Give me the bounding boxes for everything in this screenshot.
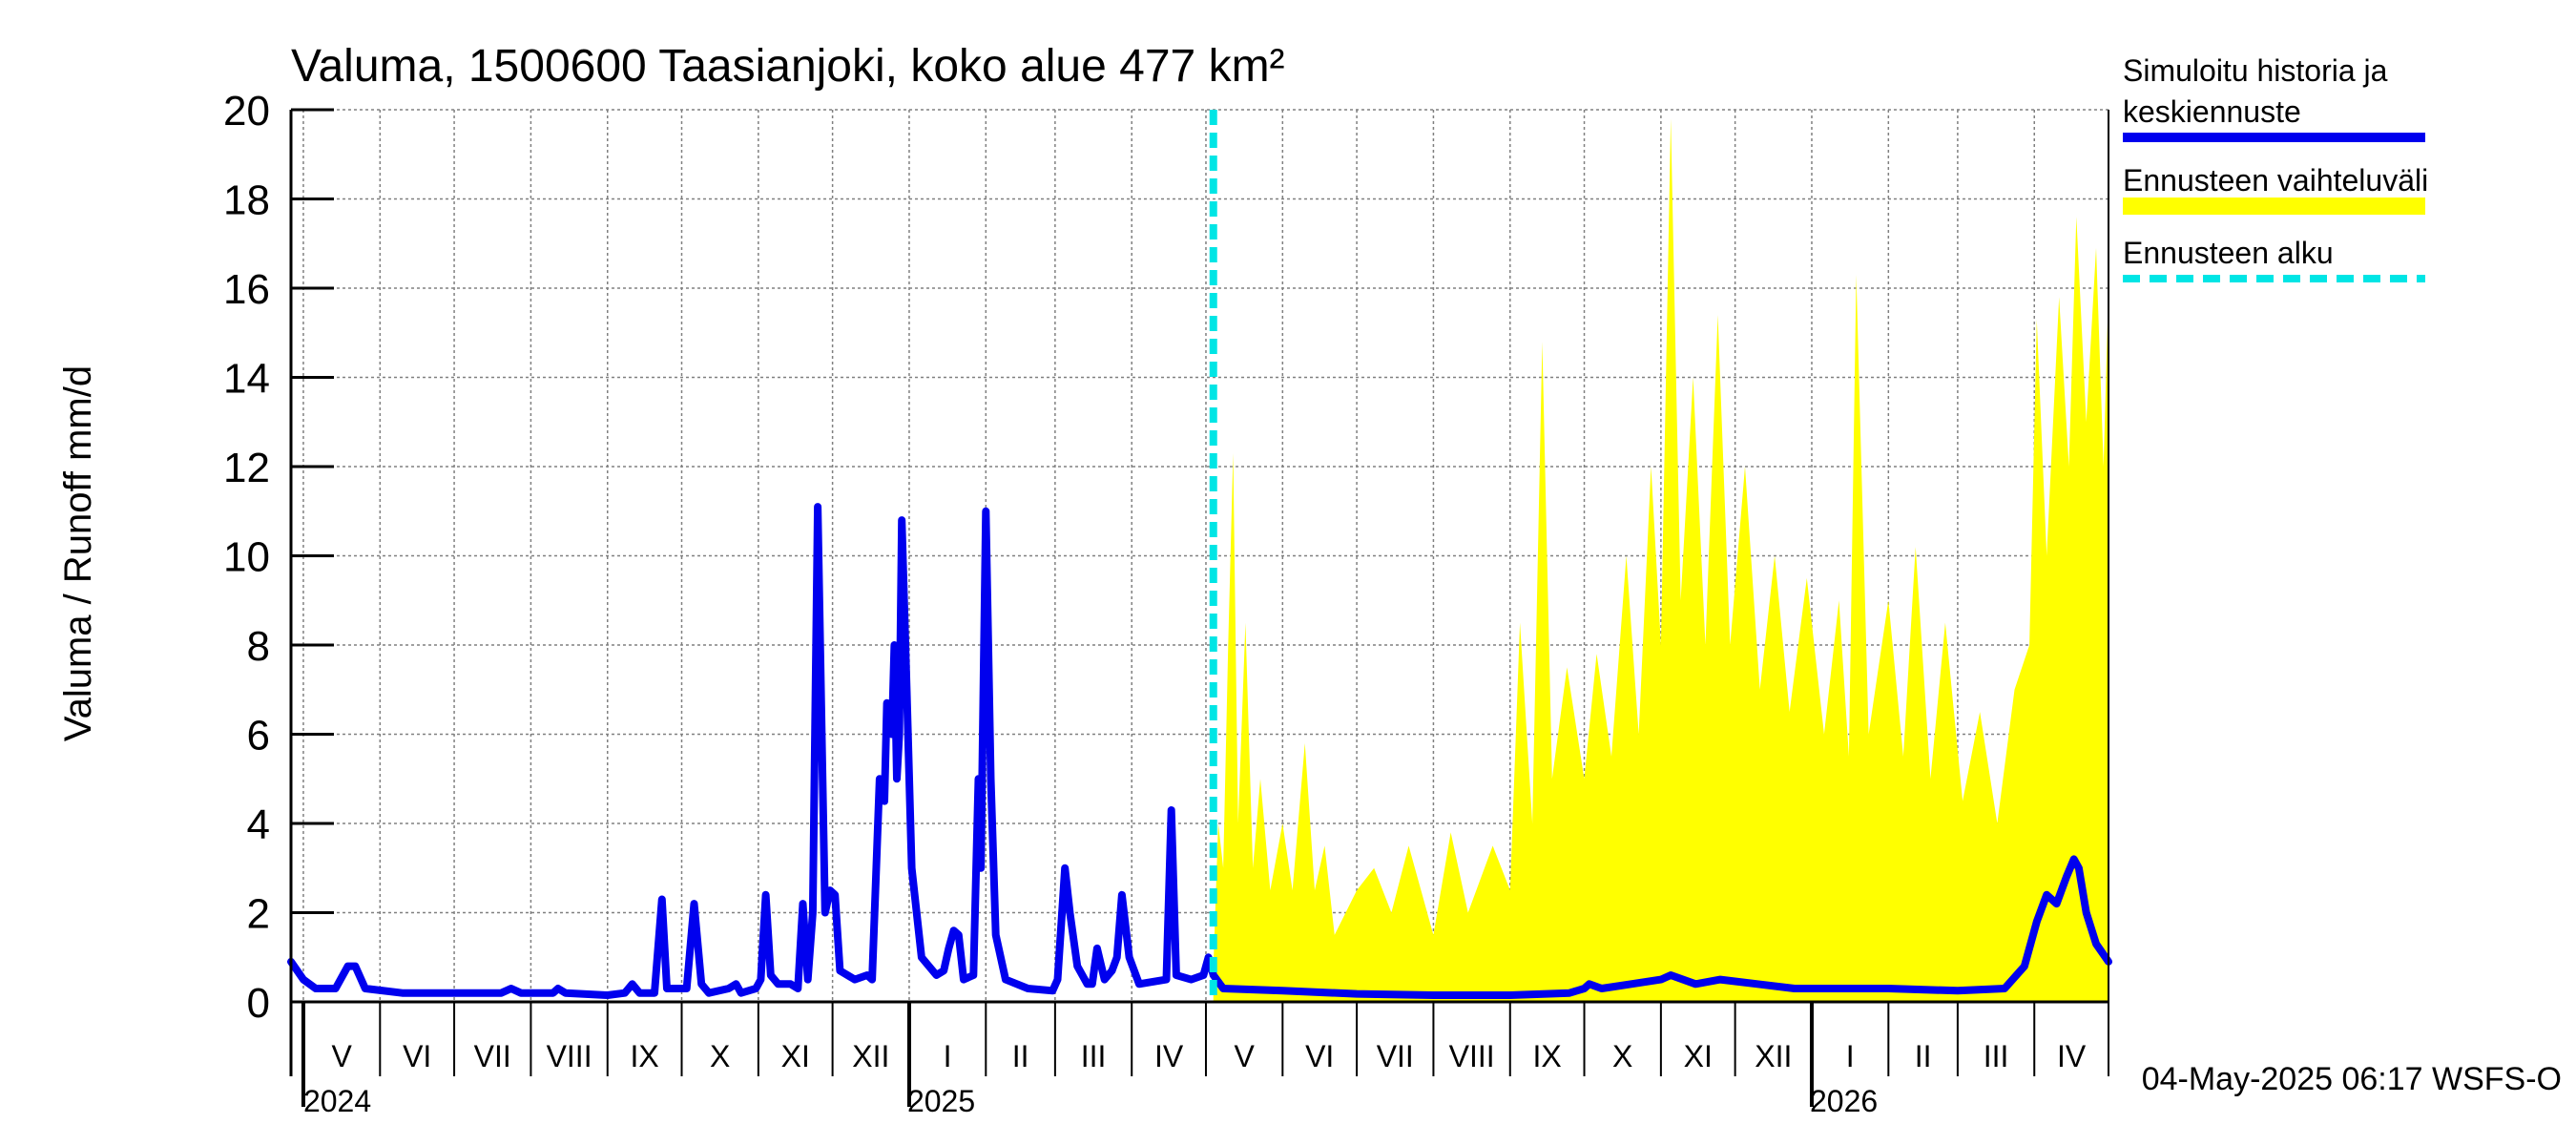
forecast-range-area [1213, 118, 2109, 1002]
month-label: II [1915, 1039, 1932, 1073]
month-label: VII [474, 1039, 511, 1073]
y-tick-label: 0 [247, 980, 270, 1027]
axes [289, 110, 2109, 1076]
month-label: IX [1533, 1039, 1562, 1073]
simulated-line-layer [287, 503, 2112, 999]
month-label: V [1234, 1039, 1255, 1073]
month-label: I [1846, 1039, 1855, 1073]
legend: Simuloitu historia ja keskiennuste Ennus… [2123, 53, 2428, 282]
legend-label-forecast-start: Ennusteen alku [2123, 236, 2334, 270]
month-label: IV [2057, 1039, 2087, 1073]
month-label: II [1012, 1039, 1029, 1073]
y-tick-label: 16 [223, 266, 270, 313]
simulated-runoff-line [287, 503, 2112, 999]
y-tick-label: 14 [223, 356, 270, 403]
year-label: 2026 [1810, 1084, 1878, 1118]
year-label: 2024 [303, 1084, 371, 1118]
month-label: VIII [547, 1039, 592, 1073]
month-label: XII [852, 1039, 889, 1073]
legend-label-simulated: Simuloitu historia ja keskiennuste [2123, 53, 2396, 129]
month-label: I [944, 1039, 952, 1073]
month-label: V [331, 1039, 352, 1073]
month-label: VI [1305, 1039, 1334, 1073]
y-tick-label: 2 [247, 891, 270, 938]
y-tick-label: 18 [223, 177, 270, 224]
month-label: X [710, 1039, 730, 1073]
y-axis-label: Valuma / Runoff mm/d [57, 365, 99, 741]
month-label: VII [1377, 1039, 1414, 1073]
legend-label-band: Ennusteen vaihteluväli [2123, 163, 2428, 198]
month-label: XI [781, 1039, 810, 1073]
x-axis-ticks: V VI VII VIII IX X XI XII I II III IV V VI VII VIII IX X X… [301, 1002, 2087, 1118]
y-tick-label: 10 [223, 534, 270, 581]
month-label: IX [631, 1039, 659, 1073]
y-axis-ticks: 0 2 4 6 8 10 12 14 16 18 20 [223, 88, 334, 1027]
y-tick-label: 4 [247, 802, 270, 848]
y-tick-label: 12 [223, 445, 270, 491]
chart-title: Valuma, 1500600 Taasianjoki, koko alue 4… [291, 41, 1285, 92]
month-label: III [1081, 1039, 1107, 1073]
month-label: XI [1684, 1039, 1713, 1073]
timestamp-label: 04-May-2025 06:17 WSFS-O [2142, 1061, 2562, 1097]
month-label: III [1984, 1039, 2009, 1073]
year-label: 2025 [907, 1084, 975, 1118]
month-label: VI [403, 1039, 431, 1073]
y-tick-label: 20 [223, 88, 270, 135]
month-label: XII [1755, 1039, 1792, 1073]
month-label: VIII [1449, 1039, 1495, 1073]
y-tick-label: 6 [247, 713, 270, 760]
y-tick-label: 8 [247, 623, 270, 670]
forecast-band-layer [1213, 118, 2109, 1002]
month-label: IV [1154, 1039, 1184, 1073]
month-label: X [1612, 1039, 1632, 1073]
